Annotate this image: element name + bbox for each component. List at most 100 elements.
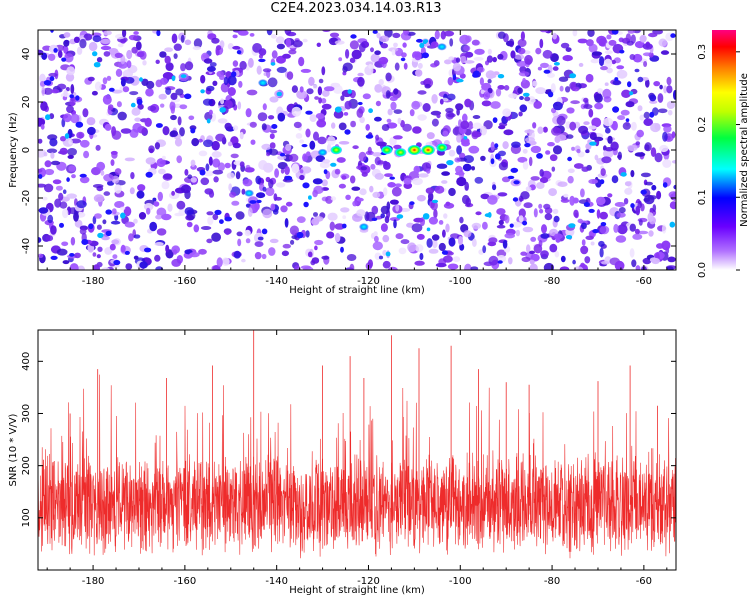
spectrogram-cell — [56, 248, 68, 256]
spectrogram-speck — [600, 222, 607, 227]
spectrogram-cell — [171, 258, 182, 267]
spectrogram-cell — [549, 243, 558, 253]
spectrogram-cell — [171, 190, 176, 196]
spectrogram-cell — [553, 215, 560, 223]
spectrogram-cell — [159, 77, 168, 85]
spectrogram-cell — [393, 135, 403, 140]
spectrogram-cell — [224, 162, 231, 169]
spectrogram-cell — [269, 238, 279, 244]
spectrogram-cell — [370, 53, 380, 63]
spectrogram-cell — [321, 179, 328, 187]
spectrogram-cell — [120, 78, 126, 87]
spectrogram-cell — [663, 125, 672, 133]
spectrogram-cell — [460, 55, 467, 64]
spectrogram-cell — [597, 88, 603, 94]
spectrogram-cell — [442, 255, 453, 263]
spectrogram-cell — [62, 189, 67, 194]
spectrogram-cell — [570, 100, 580, 105]
spectrogram-cell — [588, 125, 597, 130]
colorbar: 0.0 0.1 0.2 0.3 Normalized spectral amplitu… — [697, 30, 750, 278]
spectrogram-cell — [288, 49, 297, 55]
spectrogram-cell — [508, 38, 515, 48]
spectrogram-cell — [291, 235, 298, 240]
spectrogram-cell — [269, 96, 279, 103]
spectrogram-cell — [661, 240, 671, 251]
spectrogram-cell — [239, 131, 244, 140]
spectrogram-cell — [471, 166, 475, 171]
spectrogram-cell — [200, 74, 206, 84]
spectrogram-cell — [402, 42, 407, 48]
spectrogram-cell — [44, 168, 55, 176]
spectrogram-cell — [313, 131, 319, 141]
spectrogram-cell — [598, 56, 605, 67]
snr-x-tick-label: -160 — [174, 576, 197, 587]
spectrogram-cell — [276, 66, 287, 73]
spectrogram-cell — [215, 48, 220, 56]
spectrogram-cell — [227, 43, 234, 50]
spectrogram-cell — [95, 144, 101, 151]
spectrogram-cell — [269, 148, 279, 156]
spectrogram-cell — [526, 244, 531, 254]
spectrogram-cell — [385, 90, 391, 99]
spectrogram-cell — [540, 250, 549, 258]
spectrogram-cell — [621, 89, 631, 99]
spectrogram-cell — [345, 49, 350, 59]
spectrogram-cell — [529, 259, 535, 265]
spectrogram-cell — [111, 208, 117, 215]
spectrogram-cell — [362, 93, 371, 100]
spectrogram-cell — [643, 61, 648, 67]
spectrogram-cell — [357, 72, 364, 77]
spectrogram-cell — [590, 58, 600, 64]
spectrogram-cell — [83, 33, 93, 41]
spectrogram-cell — [473, 57, 484, 61]
spectrogram-cell — [660, 50, 670, 55]
spectrogram-cell — [130, 172, 135, 180]
spectrogram-cell — [667, 256, 676, 263]
spectrogram-cell — [329, 221, 335, 231]
spectrogram-speck — [330, 162, 337, 167]
snr-x-tick-label: -100 — [449, 576, 472, 587]
spectrogram-cell — [314, 239, 324, 246]
spectrogram-cell — [552, 32, 557, 40]
spectrogram-cell — [157, 191, 163, 202]
spectrogram-cell — [206, 238, 213, 244]
spectrogram-cell — [516, 60, 527, 67]
spectrogram-cell — [671, 131, 676, 139]
spectrogram-y-tick-label: 40 — [21, 48, 32, 61]
spectrogram-speck — [495, 153, 501, 160]
spectrogram-cell — [211, 151, 222, 158]
spectrogram-cell — [305, 128, 311, 138]
spectrogram-cell — [237, 101, 242, 110]
spectrogram-cell — [498, 219, 504, 226]
spectrogram-cell — [587, 30, 595, 37]
spectrogram-cell — [102, 219, 107, 225]
spectrogram-cell — [317, 86, 323, 96]
spectrogram-cell — [152, 197, 157, 202]
spectrogram-cell — [602, 88, 612, 99]
spectrogram-speck — [649, 111, 655, 118]
snr-series-line — [38, 374, 676, 559]
spectrogram-cell — [433, 209, 438, 219]
spectrogram-hotspot — [407, 144, 422, 156]
spectrogram-cell — [137, 103, 144, 110]
spectrogram-cell — [43, 152, 48, 157]
spectrogram-cell — [459, 216, 464, 224]
spectrogram-cell — [447, 263, 459, 270]
spectrogram-y-tick-label: 20 — [21, 96, 32, 109]
spectrogram-cell — [356, 108, 364, 118]
spectrogram-cell — [599, 225, 610, 235]
spectrogram-cell — [455, 57, 461, 63]
spectrogram-speck — [567, 156, 572, 162]
spectrogram-cell — [522, 77, 526, 84]
spectrogram-cell — [164, 55, 171, 64]
spectrogram-cell — [456, 145, 462, 155]
spectrogram-cell — [212, 213, 219, 221]
spectrogram-cell — [386, 118, 392, 123]
spectrogram-cell — [318, 78, 324, 84]
spectrogram-speck — [512, 197, 519, 202]
spectrogram-cell — [57, 50, 63, 58]
spectrogram-speck — [199, 169, 206, 176]
spectrogram-cell — [73, 36, 80, 43]
spectrogram-cell — [101, 235, 110, 241]
spectrogram-cell — [110, 159, 115, 167]
